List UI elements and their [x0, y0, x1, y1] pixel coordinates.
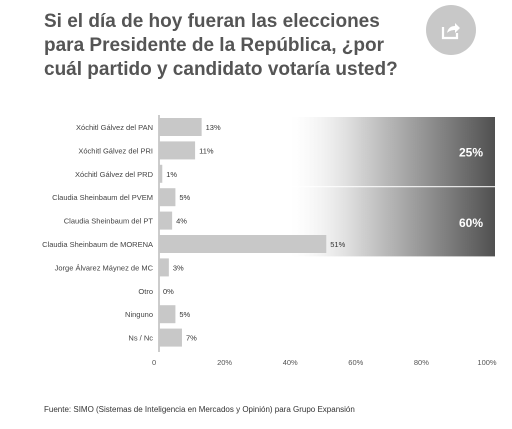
category-label: Xóchitl Gálvez del PRI [78, 146, 153, 155]
category-label: Ns / Nc [128, 334, 153, 343]
bar [159, 141, 196, 160]
bar-value-label: 7% [186, 334, 197, 343]
x-tick-label: 20% [217, 358, 232, 367]
group-label-2: 60% [459, 216, 483, 230]
chart-title: Si el día de hoy fueran las elecciones p… [44, 11, 398, 80]
share-button[interactable] [426, 5, 476, 55]
x-tick-label: 0 [152, 358, 156, 367]
share-icon [441, 23, 460, 40]
bar-value-label: 0% [163, 287, 174, 296]
category-label: Claudia Sheinbaum del PVEM [52, 193, 153, 202]
bar-value-label: 51% [330, 240, 345, 249]
source-note: Fuente: SIMO (Sistemas de Inteligencia e… [44, 405, 355, 414]
x-tick-label: 80% [414, 358, 429, 367]
bar-value-label: 4% [176, 217, 187, 226]
category-label: Otro [138, 287, 153, 296]
category-label: Xóchitl Gálvez del PRD [75, 170, 154, 179]
category-label: Ninguno [125, 310, 153, 319]
x-tick-label: 60% [348, 358, 363, 367]
group-band-1 [290, 117, 495, 187]
x-tick-label: 40% [283, 358, 298, 367]
bar-value-label: 1% [166, 170, 177, 179]
bar-value-label: 13% [206, 123, 221, 132]
bar [159, 211, 173, 230]
bar [159, 118, 202, 136]
bar-value-label: 5% [179, 310, 190, 319]
bar [159, 188, 176, 207]
group-label-1: 25% [459, 146, 483, 160]
bar [159, 164, 163, 183]
bar [159, 235, 327, 253]
bar-value-label: 5% [179, 193, 190, 202]
bar [159, 305, 176, 324]
x-tick-label: 100% [477, 358, 497, 367]
bar-value-label: 11% [199, 146, 214, 155]
category-label: Xóchitl Gálvez del PAN [76, 123, 153, 132]
category-label: Jorge Álvarez Máynez de MC [55, 263, 154, 272]
bar [159, 328, 182, 347]
bar-value-label: 3% [173, 263, 184, 272]
bar [159, 258, 169, 277]
category-label: Claudia Sheinbaum del PT [64, 217, 154, 226]
category-label: Claudia Sheinbaum de MORENA [42, 240, 153, 249]
